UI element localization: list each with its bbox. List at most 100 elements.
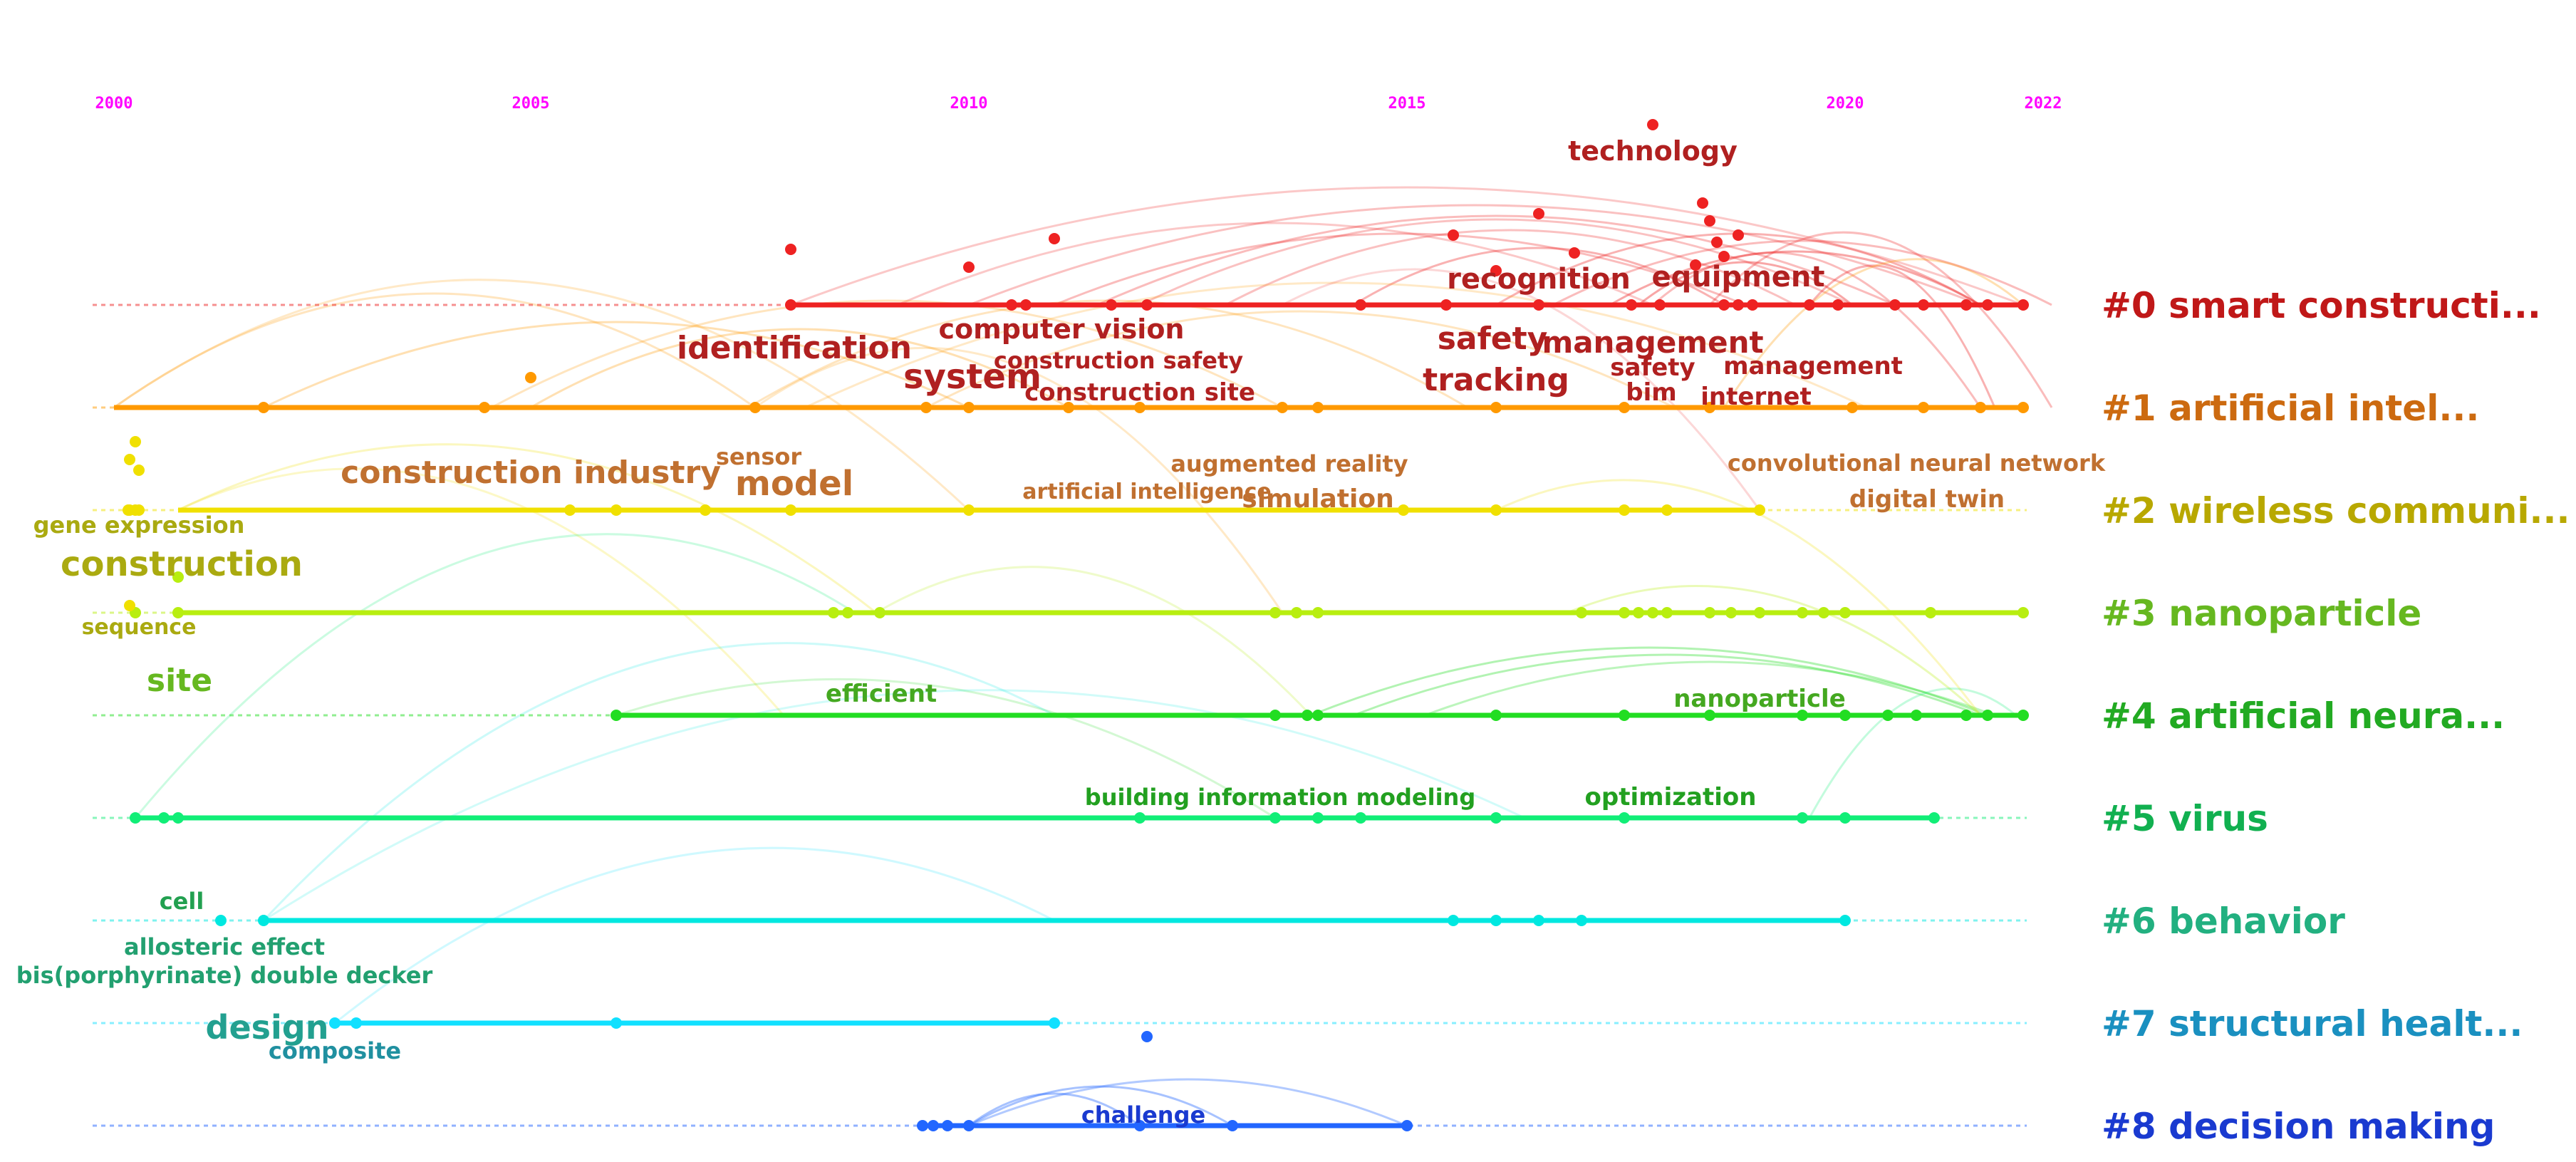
keyword-label: computer vision xyxy=(939,313,1185,345)
keyword-label: construction xyxy=(61,544,303,584)
keyword-node xyxy=(1704,215,1715,227)
keyword-node xyxy=(123,504,134,516)
citation-arc xyxy=(968,1085,1233,1127)
cluster-label: #3 nanoparticle xyxy=(2102,593,2421,634)
keyword-node xyxy=(1804,299,1815,311)
cluster-label: #0 smart constructi... xyxy=(2102,285,2541,326)
year-tick: 2000 xyxy=(95,95,133,113)
keyword-node xyxy=(1982,299,1993,311)
keyword-node xyxy=(1647,119,1658,130)
citation-arc xyxy=(1723,258,2024,408)
keyword-label: equipment xyxy=(1652,261,1825,294)
keyword-label: artificial intelligence xyxy=(1022,479,1271,504)
citation-arc xyxy=(1353,247,1725,306)
keyword-node xyxy=(1839,812,1851,824)
citation-arc xyxy=(1353,653,1981,717)
keyword-label: allosteric effect xyxy=(124,933,325,960)
keyword-label: sequence xyxy=(82,615,197,640)
citation-arc xyxy=(968,204,1981,306)
citation-arc xyxy=(1708,231,2053,408)
keyword-node xyxy=(1982,710,1993,721)
keyword-node xyxy=(1312,710,1324,721)
keyword-node xyxy=(1106,299,1117,311)
keyword-node xyxy=(1654,299,1666,311)
keyword-node xyxy=(749,402,761,413)
keyword-node xyxy=(1626,299,1637,311)
keyword-labels: technology recognition equipment computer v… xyxy=(16,135,2106,1129)
keyword-label: construction safety xyxy=(994,347,1243,374)
keyword-node xyxy=(1911,710,1922,721)
keyword-node xyxy=(1063,402,1074,413)
keyword-node xyxy=(1975,402,1986,413)
citation-arc xyxy=(1808,264,1996,408)
keyword-node xyxy=(963,504,975,516)
keyword-node xyxy=(1747,299,1758,311)
keyword-node xyxy=(1312,812,1324,824)
keyword-label: efficient xyxy=(826,680,937,708)
citation-arc xyxy=(1552,239,2052,306)
keyword-node xyxy=(1355,812,1366,824)
keyword-label: cell xyxy=(160,888,204,915)
keyword-label: digital twin xyxy=(1849,485,2005,514)
keyword-label: identification xyxy=(677,330,912,366)
keyword-nodes xyxy=(123,119,2029,1131)
keyword-node xyxy=(1569,247,1580,259)
cluster-label: #4 artificial neura... xyxy=(2102,695,2505,737)
keyword-node xyxy=(611,710,622,721)
keyword-node xyxy=(130,812,141,824)
cluster-lanes xyxy=(93,302,2027,1129)
keyword-node xyxy=(1049,1017,1060,1029)
keyword-node xyxy=(1619,607,1630,618)
keyword-node xyxy=(564,504,576,516)
keyword-node xyxy=(1448,915,1459,926)
citation-arc xyxy=(1609,250,1981,306)
keyword-node xyxy=(172,607,184,618)
keyword-node xyxy=(1576,915,1587,926)
keyword-node xyxy=(2017,402,2029,413)
keyword-label: simulation xyxy=(1242,484,1393,514)
keyword-node xyxy=(1925,607,1936,618)
keyword-node xyxy=(611,504,622,516)
keyword-label: composite xyxy=(269,1037,401,1064)
keyword-node xyxy=(785,299,796,311)
year-tick: 2010 xyxy=(950,95,988,113)
citation-arc xyxy=(177,467,785,716)
keyword-label: bis(porphyrinate) double decker xyxy=(16,962,433,989)
citation-arc xyxy=(1054,232,1746,306)
citation-arc xyxy=(263,689,1525,922)
citation-arc xyxy=(968,1078,1408,1127)
keyword-node xyxy=(1490,402,1502,413)
keyword-node xyxy=(1882,710,1894,721)
citation-arc xyxy=(1225,229,1796,306)
keyword-node xyxy=(1269,607,1281,618)
keyword-label: gene expression xyxy=(33,512,245,539)
citation-arc xyxy=(334,846,1055,1024)
keyword-node xyxy=(1704,402,1715,413)
year-tick: 2020 xyxy=(1827,95,1864,113)
keyword-node xyxy=(1141,1031,1153,1042)
citation-arc xyxy=(134,533,856,819)
year-tick: 2022 xyxy=(2025,95,2062,113)
keyword-node xyxy=(1355,299,1366,311)
keyword-node xyxy=(1661,607,1673,618)
citation-arc xyxy=(1424,660,1995,717)
keyword-node xyxy=(1576,607,1587,618)
keyword-node xyxy=(963,402,975,413)
keyword-label: management xyxy=(1723,352,1903,380)
keyword-node xyxy=(1839,710,1851,721)
keyword-node xyxy=(1661,504,1673,516)
keyword-node xyxy=(172,812,184,824)
keyword-node xyxy=(1928,812,1940,824)
keyword-label: challenge xyxy=(1081,1101,1205,1129)
keyword-node xyxy=(124,600,135,611)
keyword-node xyxy=(1797,812,1808,824)
citation-arc xyxy=(113,292,756,409)
keyword-node xyxy=(1134,402,1146,413)
keyword-node xyxy=(1440,299,1452,311)
cluster-label: #8 decision making xyxy=(2102,1106,2495,1147)
keyword-node xyxy=(1832,299,1844,311)
keyword-node xyxy=(479,402,490,413)
cluster-label: #5 virus xyxy=(2102,798,2268,839)
citation-arc xyxy=(804,281,1867,409)
keyword-node xyxy=(215,915,227,926)
